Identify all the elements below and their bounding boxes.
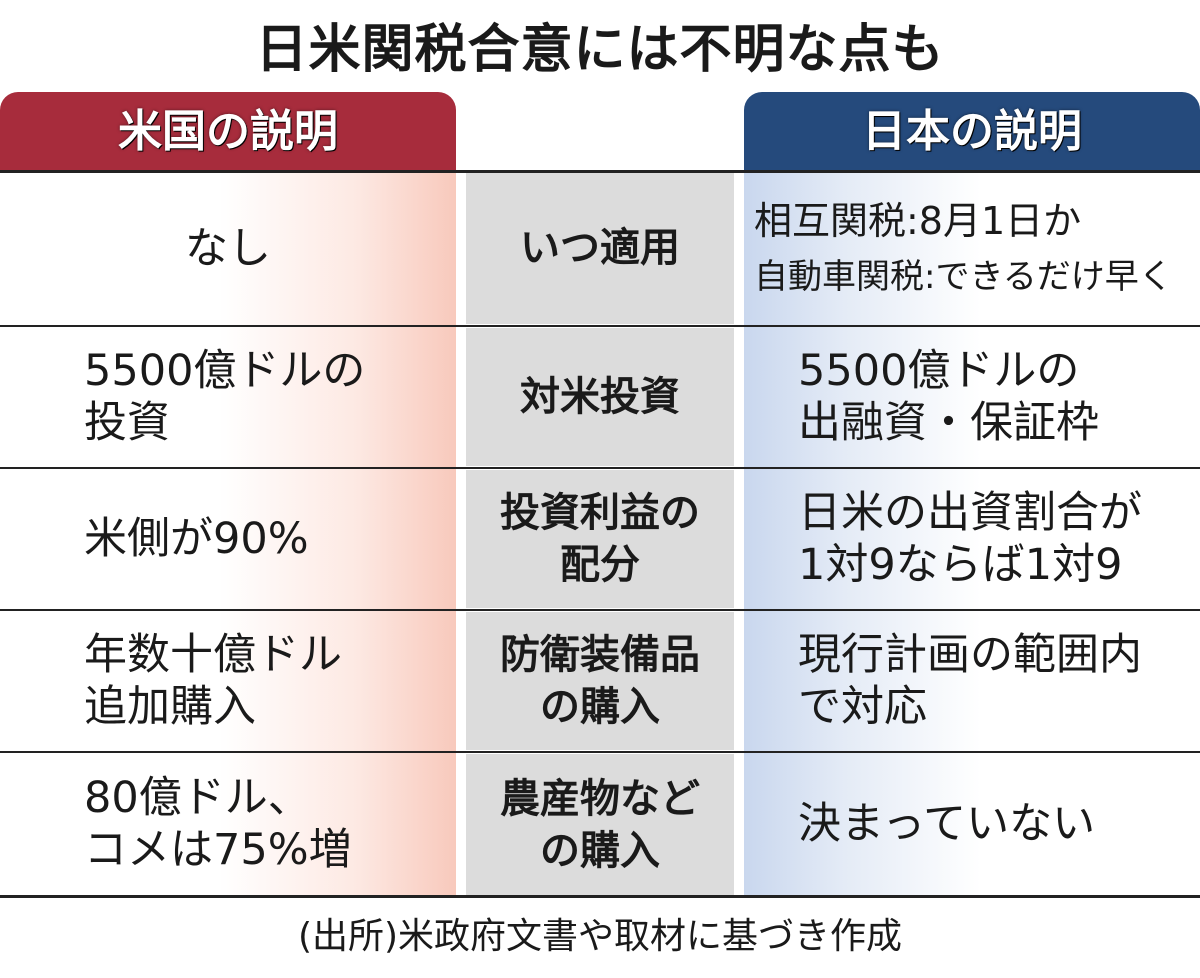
topic-column: いつ適用 対米投資 投資利益の 配分 防衛装備品 の購入 農産物など の購入 bbox=[466, 172, 734, 896]
us-explanation-header: 米国の説明 bbox=[0, 92, 456, 172]
row-divider bbox=[0, 325, 1200, 327]
topic-cell-agriculture: 農産物など の購入 bbox=[466, 754, 734, 896]
us-cell-text: 年数十億ドル 追加購入 bbox=[84, 630, 342, 732]
us-column: なし 5500億ドルの 投資 米側が90% 年数十億ドル 追加購入 80億ドル、… bbox=[0, 172, 456, 896]
topic-label: 対米投資 bbox=[520, 374, 680, 420]
page-title: 日米関税合意には不明な点も bbox=[255, 20, 945, 80]
japan-cell-text: 5500億ドルの 出融資・保証枠 bbox=[798, 346, 1099, 448]
us-cell-text: なし bbox=[185, 224, 271, 274]
us-cell-defense: 年数十億ドル 追加購入 bbox=[0, 610, 456, 752]
japan-cell-text: 日米の出資割合が 1対9ならば1対9 bbox=[798, 488, 1142, 590]
topic-cell-defense: 防衛装備品 の購入 bbox=[466, 612, 734, 750]
us-cell-text: 80億ドル、 コメは75%増 bbox=[84, 773, 352, 875]
topic-cell-investment: 対米投資 bbox=[466, 328, 734, 466]
us-cell-text: 米側が90% bbox=[84, 514, 309, 564]
topic-label: いつ適用 bbox=[520, 225, 680, 271]
us-cell-profit-share: 米側が90% bbox=[0, 468, 456, 610]
table-bottom-rule bbox=[0, 895, 1200, 898]
japan-cell-agriculture: 決まっていない bbox=[744, 752, 1200, 896]
row-divider bbox=[0, 751, 1200, 753]
topic-label: 防衛装備品 の購入 bbox=[500, 632, 700, 730]
row-divider bbox=[0, 609, 1200, 611]
japan-cell-defense: 現行計画の範囲内 で対応 bbox=[744, 610, 1200, 752]
japan-cell-when-applied: 相互関税:8月1日か 自動車関税:できるだけ早く bbox=[744, 172, 1200, 326]
japan-cell-investment: 5500億ドルの 出融資・保証枠 bbox=[744, 326, 1200, 468]
topic-label: 農産物など の購入 bbox=[500, 776, 700, 874]
japan-cell-text: 決まっていない bbox=[798, 799, 1096, 849]
topic-label: 投資利益の 配分 bbox=[500, 490, 700, 588]
us-cell-text: 5500億ドルの 投資 bbox=[84, 346, 366, 448]
source-note: (出所)米政府文書や取材に基づき作成 bbox=[297, 916, 903, 957]
us-cell-when-applied: なし bbox=[0, 172, 456, 326]
japan-column: 相互関税:8月1日か 自動車関税:できるだけ早く 5500億ドルの 出融資・保証… bbox=[744, 172, 1200, 896]
us-cell-investment: 5500億ドルの 投資 bbox=[0, 326, 456, 468]
topic-cell-profit-share: 投資利益の 配分 bbox=[466, 470, 734, 608]
japan-cell-text: 現行計画の範囲内 で対応 bbox=[798, 630, 1142, 732]
japan-explanation-header: 日本の説明 bbox=[744, 92, 1200, 172]
japan-cell-text: 相互関税:8月1日か bbox=[754, 199, 1082, 243]
us-cell-agriculture: 80億ドル、 コメは75%増 bbox=[0, 752, 456, 896]
row-divider bbox=[0, 467, 1200, 469]
header-divider bbox=[0, 170, 1200, 173]
japan-cell-text: 自動車関税:できるだけ早く bbox=[754, 257, 1173, 297]
topic-cell-when-applied: いつ適用 bbox=[466, 172, 734, 324]
japan-cell-profit-share: 日米の出資割合が 1対9ならば1対9 bbox=[744, 468, 1200, 610]
